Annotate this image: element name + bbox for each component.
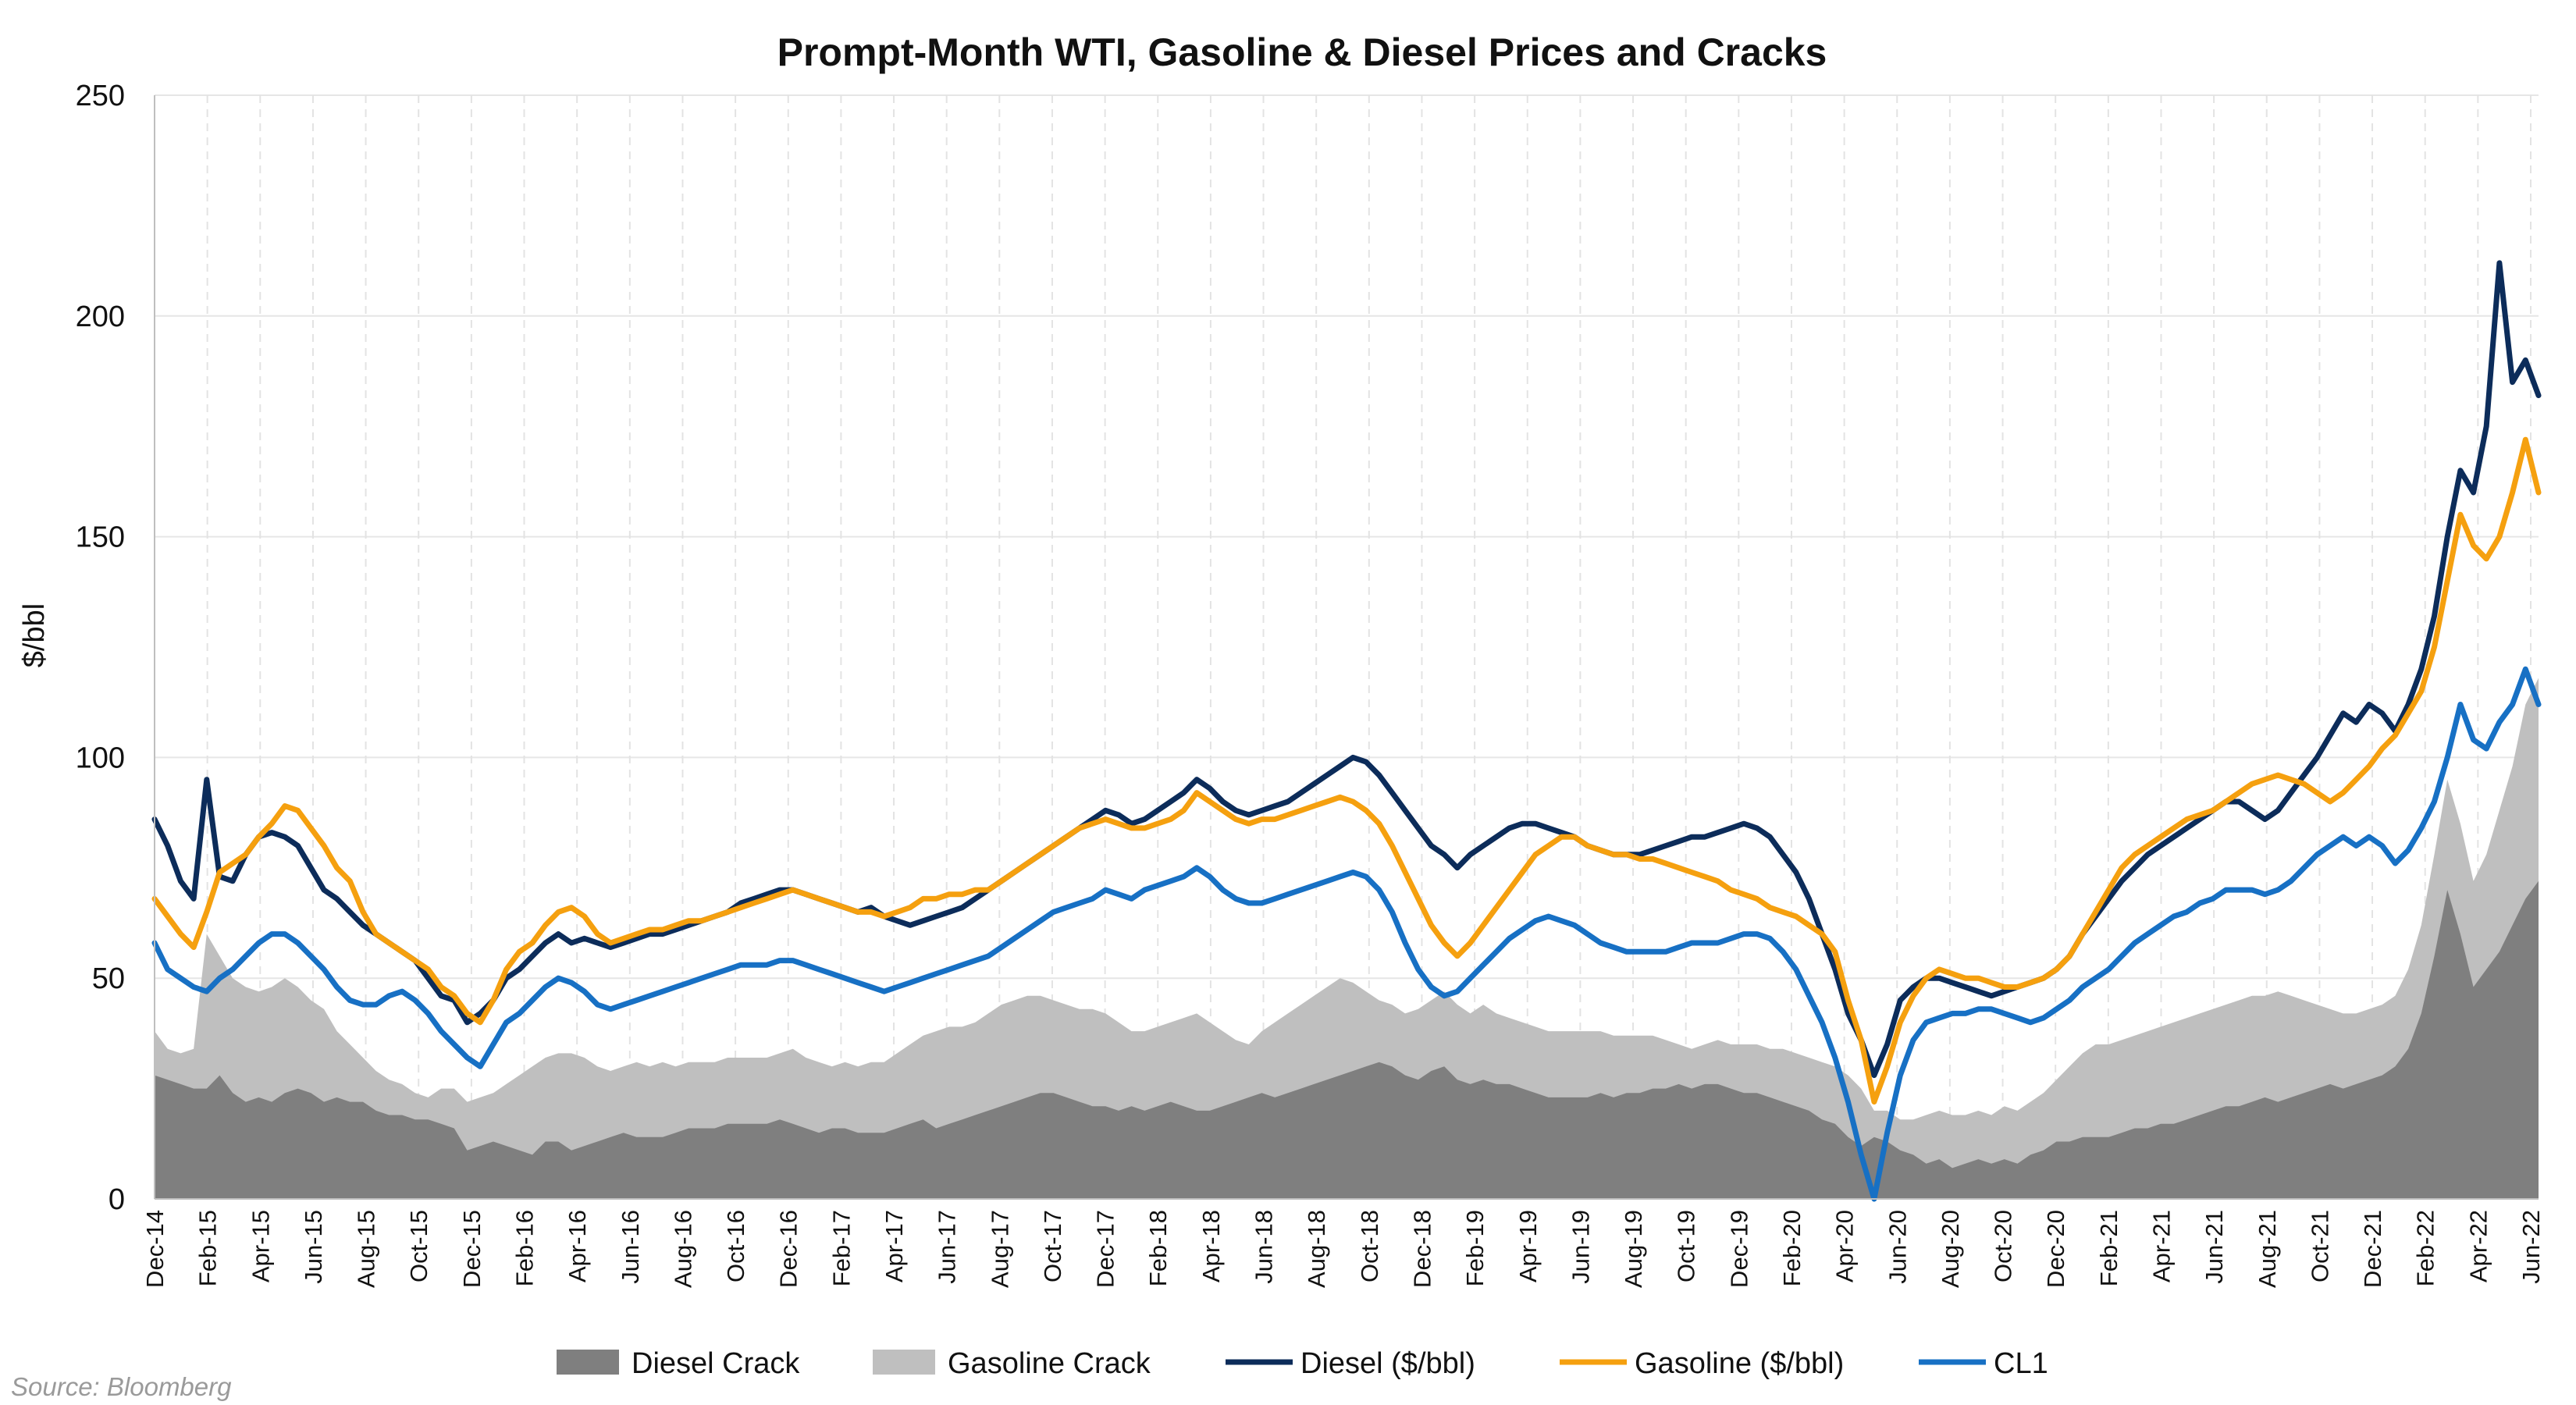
series-area-diesel-crack <box>155 880 2539 1199</box>
y-tick-label: 100 <box>76 742 125 774</box>
x-tick-label: Aug-18 <box>1303 1210 1330 1288</box>
x-tick-label: Oct-16 <box>722 1210 749 1282</box>
x-tick-label: Apr-19 <box>1514 1210 1542 1282</box>
x-tick-label: Jun-20 <box>1884 1210 1911 1284</box>
x-tick-label: Dec-15 <box>458 1210 486 1288</box>
x-tick-label: Feb-15 <box>194 1210 222 1286</box>
legend-swatch <box>873 1350 935 1375</box>
y-tick-label: 50 <box>92 962 125 995</box>
x-tick-label: Aug-16 <box>669 1210 696 1288</box>
legend-label: Gasoline ($/bbl) <box>1635 1347 1844 1380</box>
x-tick-label: Oct-19 <box>1673 1210 1700 1282</box>
x-tick-label: Dec-19 <box>1725 1210 1752 1288</box>
x-tick-label: Feb-22 <box>2412 1210 2439 1286</box>
legend-swatch <box>557 1350 619 1375</box>
x-tick-label: Oct-18 <box>1356 1210 1383 1282</box>
source-note: Source: Bloomberg <box>11 1372 232 1401</box>
y-axis-label: $/bbl <box>18 603 51 667</box>
line-series <box>151 260 2542 1202</box>
x-tick-label: Oct-21 <box>2306 1210 2333 1282</box>
x-tick-label: Dec-14 <box>141 1210 169 1288</box>
x-tick-label: Dec-18 <box>1408 1210 1436 1288</box>
x-tick-label: Feb-19 <box>1461 1210 1489 1286</box>
series-line-cl1 <box>151 666 2542 1202</box>
x-tick-label: Oct-17 <box>1039 1210 1066 1282</box>
y-tick-label: 150 <box>76 521 125 554</box>
x-tick-label: Apr-20 <box>1831 1210 1859 1282</box>
y-ticks: 0 50 100 150 200 250 <box>76 80 125 1216</box>
x-tick-label: Feb-21 <box>2095 1210 2122 1286</box>
series-area-gasoline-crack <box>155 678 2539 1199</box>
x-ticks: Dec-14 Feb-15 Apr-15 Jun-15 Aug-15 Oct-15 Dec-… <box>141 1210 2545 1288</box>
x-tick-label: Aug-19 <box>1620 1210 1647 1288</box>
axes <box>154 95 2539 1200</box>
chart-title: Prompt-Month WTI, Gasoline & Diesel Pric… <box>777 30 1827 74</box>
x-tick-label: Feb-17 <box>827 1210 855 1286</box>
x-tick-label: Apr-18 <box>1197 1210 1225 1282</box>
legend-label: Gasoline Crack <box>948 1347 1151 1380</box>
x-tick-label: Jun-16 <box>617 1210 644 1284</box>
x-tick-label: Jun-22 <box>2517 1210 2545 1284</box>
legend-label: Diesel ($/bbl) <box>1300 1347 1475 1380</box>
x-tick-label: Aug-15 <box>353 1210 380 1288</box>
x-tick-label: Dec-16 <box>775 1210 802 1288</box>
x-tick-label: Jun-19 <box>1567 1210 1594 1284</box>
series-line-gasoline-bbl <box>151 436 2542 1105</box>
x-tick-label: Dec-17 <box>1092 1210 1119 1288</box>
x-tick-label: Feb-18 <box>1144 1210 1172 1286</box>
x-tick-label: Apr-22 <box>2464 1210 2492 1282</box>
x-tick-label: Aug-17 <box>986 1210 1013 1288</box>
legend-label: CL1 <box>1994 1347 2048 1380</box>
x-tick-label: Oct-15 <box>405 1210 432 1282</box>
y-tick-label: 200 <box>76 301 125 333</box>
x-tick-label: Apr-16 <box>564 1210 591 1282</box>
x-tick-label: Jun-18 <box>1251 1210 1278 1284</box>
x-tick-label: Aug-20 <box>1937 1210 1964 1288</box>
x-tick-label: Apr-21 <box>2147 1210 2175 1282</box>
x-tick-label: Dec-21 <box>2359 1210 2386 1288</box>
x-tick-label: Aug-21 <box>2254 1210 2281 1288</box>
x-tick-label: Dec-20 <box>2042 1210 2069 1288</box>
y-tick-label: 0 <box>109 1183 125 1216</box>
x-tick-label: Oct-20 <box>1990 1210 2017 1282</box>
area-series <box>155 678 2539 1199</box>
x-tick-label: Jun-15 <box>300 1210 327 1284</box>
series-line-diesel-bbl <box>151 260 2542 1079</box>
x-tick-label: Feb-20 <box>1778 1210 1806 1286</box>
x-tick-label: Feb-16 <box>511 1210 539 1286</box>
y-tick-label: 250 <box>76 80 125 112</box>
legend: Diesel Crack Gasoline Crack Diesel ($/bbl)… <box>557 1347 2048 1380</box>
x-tick-label: Jun-21 <box>2201 1210 2228 1284</box>
x-tick-label: Apr-17 <box>881 1210 908 1282</box>
legend-label: Diesel Crack <box>632 1347 800 1380</box>
x-tick-label: Apr-15 <box>247 1210 274 1282</box>
x-tick-label: Jun-17 <box>934 1210 961 1284</box>
